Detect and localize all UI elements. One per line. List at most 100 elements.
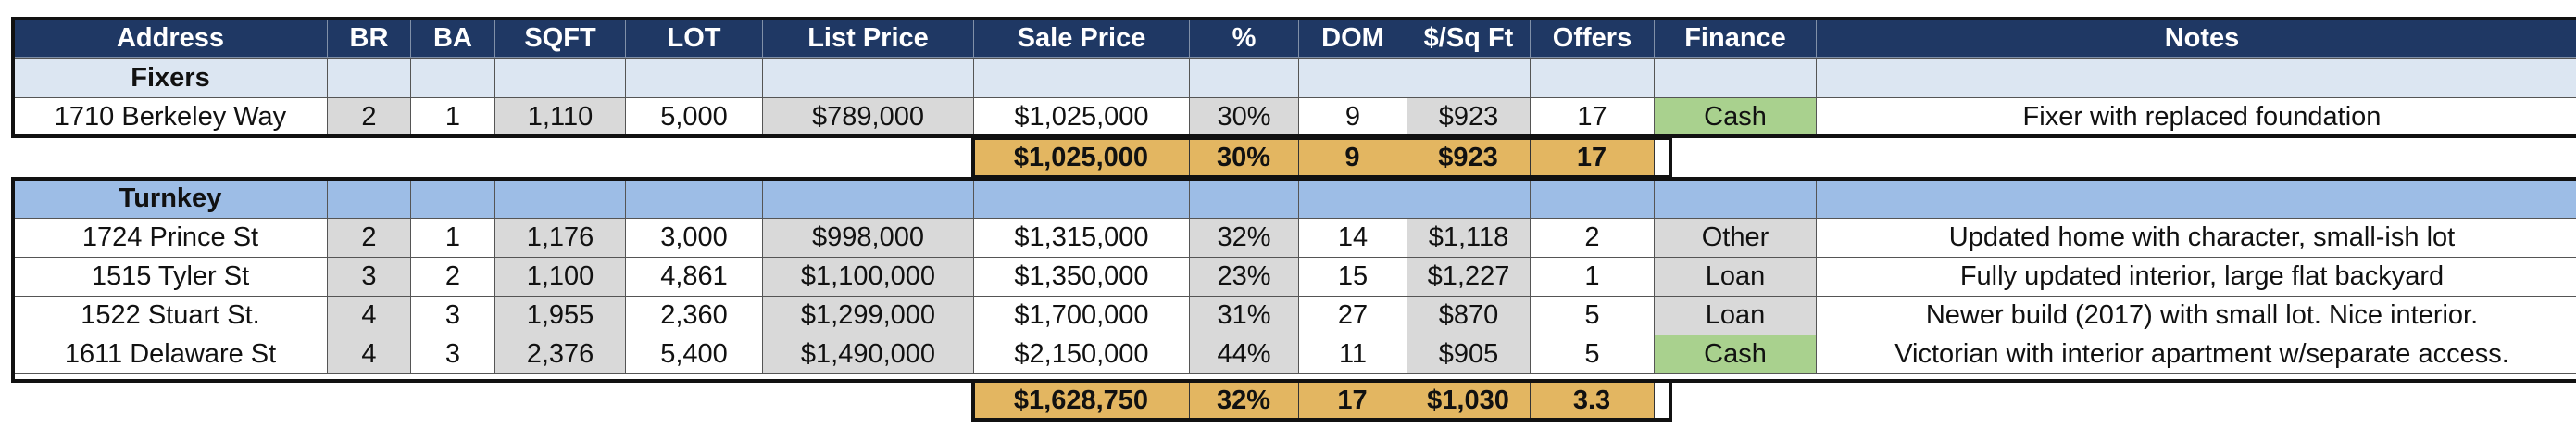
- total-percent[interactable]: 32%: [1188, 381, 1299, 421]
- cell-list-price[interactable]: $1,100,000: [762, 257, 974, 297]
- cell-lot[interactable]: 3,000: [625, 218, 763, 258]
- header-address[interactable]: Address: [13, 19, 328, 58]
- cell[interactable]: [1189, 58, 1299, 98]
- cell[interactable]: [1298, 58, 1407, 98]
- cell-finance[interactable]: Loan: [1654, 257, 1817, 297]
- cell-br[interactable]: 2: [327, 218, 411, 258]
- cell-percent[interactable]: 23%: [1189, 257, 1299, 297]
- cell[interactable]: [327, 179, 411, 219]
- cell-ba[interactable]: 1: [410, 218, 495, 258]
- cell-list-price[interactable]: $1,299,000: [762, 296, 974, 335]
- cell[interactable]: [1298, 179, 1407, 219]
- cell-lot[interactable]: 5,000: [625, 97, 763, 137]
- cell[interactable]: [410, 58, 495, 98]
- cell[interactable]: [1530, 58, 1655, 98]
- header-lot[interactable]: LOT: [625, 19, 763, 58]
- header-sale-price[interactable]: Sale Price: [973, 19, 1190, 58]
- header-br[interactable]: BR: [327, 19, 411, 58]
- cell-sale-price[interactable]: $1,700,000: [973, 296, 1190, 335]
- fixers-section-label[interactable]: Fixers: [13, 58, 328, 98]
- cell-sqft[interactable]: 1,176: [494, 218, 626, 258]
- header-notes[interactable]: Notes: [1816, 19, 2576, 58]
- cell[interactable]: [625, 179, 763, 219]
- cell[interactable]: [494, 179, 626, 219]
- header-sqft[interactable]: SQFT: [494, 19, 626, 58]
- cell-offers[interactable]: 17: [1530, 97, 1655, 137]
- total-dom[interactable]: 9: [1297, 138, 1407, 178]
- cell[interactable]: [1407, 179, 1531, 219]
- cell-sqft[interactable]: 1,955: [494, 296, 626, 335]
- cell-sale-price[interactable]: $1,025,000: [973, 97, 1190, 137]
- cell-percent[interactable]: 31%: [1189, 296, 1299, 335]
- total-offers[interactable]: 17: [1529, 138, 1655, 178]
- header-price-per-sqft[interactable]: $/Sq Ft: [1407, 19, 1531, 58]
- header-offers[interactable]: Offers: [1530, 19, 1655, 58]
- cell-address[interactable]: 1522 Stuart St.: [13, 296, 328, 335]
- cell-dom[interactable]: 11: [1298, 335, 1407, 374]
- total-sale-price[interactable]: $1,628,750: [972, 381, 1190, 421]
- cell-list-price[interactable]: $789,000: [762, 97, 974, 137]
- cell[interactable]: [1654, 58, 1817, 98]
- cell-address[interactable]: 1515 Tyler St: [13, 257, 328, 297]
- cell-ba[interactable]: 2: [410, 257, 495, 297]
- cell-address[interactable]: 1724 Prince St: [13, 218, 328, 258]
- header-dom[interactable]: DOM: [1298, 19, 1407, 58]
- cell-offers[interactable]: 5: [1530, 335, 1655, 374]
- cell-ba[interactable]: 1: [410, 97, 495, 137]
- cell-offers[interactable]: 1: [1530, 257, 1655, 297]
- header-percent[interactable]: %: [1189, 19, 1299, 58]
- turnkey-section-label[interactable]: Turnkey: [13, 179, 328, 219]
- cell-ba[interactable]: 3: [410, 296, 495, 335]
- cell-percent[interactable]: 30%: [1189, 97, 1299, 137]
- cell[interactable]: [762, 58, 974, 98]
- cell-offers[interactable]: 2: [1530, 218, 1655, 258]
- total-sale-price[interactable]: $1,025,000: [972, 138, 1190, 178]
- header-finance[interactable]: Finance: [1654, 19, 1817, 58]
- cell-notes[interactable]: Fully updated interior, large flat backy…: [1816, 257, 2576, 297]
- cell[interactable]: [410, 179, 495, 219]
- cell[interactable]: [1530, 179, 1655, 219]
- cell[interactable]: [625, 58, 763, 98]
- cell-lot[interactable]: 2,360: [625, 296, 763, 335]
- cell-notes[interactable]: Newer build (2017) with small lot. Nice …: [1816, 296, 2576, 335]
- total-price-per-sqft[interactable]: $923: [1406, 138, 1531, 178]
- cell-offers[interactable]: 5: [1530, 296, 1655, 335]
- cell[interactable]: [762, 179, 974, 219]
- cell-finance[interactable]: Other: [1654, 218, 1817, 258]
- total-price-per-sqft[interactable]: $1,030: [1406, 381, 1531, 421]
- cell[interactable]: [1816, 58, 2576, 98]
- cell-br[interactable]: 4: [327, 296, 411, 335]
- cell-sale-price[interactable]: $1,315,000: [973, 218, 1190, 258]
- cell-dom[interactable]: 15: [1298, 257, 1407, 297]
- total-percent[interactable]: 30%: [1188, 138, 1299, 178]
- cell-address[interactable]: 1611 Delaware St: [13, 335, 328, 374]
- total-offers[interactable]: 3.3: [1529, 381, 1655, 421]
- cell-lot[interactable]: 5,400: [625, 335, 763, 374]
- cell-price-per-sqft[interactable]: $923: [1407, 97, 1531, 137]
- cell-sqft[interactable]: 2,376: [494, 335, 626, 374]
- cell[interactable]: [1654, 179, 1817, 219]
- cell-dom[interactable]: 9: [1298, 97, 1407, 137]
- cell-br[interactable]: 3: [327, 257, 411, 297]
- cell[interactable]: [973, 179, 1190, 219]
- cell[interactable]: [1189, 179, 1299, 219]
- cell-price-per-sqft[interactable]: $870: [1407, 296, 1531, 335]
- cell-finance[interactable]: Cash: [1654, 335, 1817, 374]
- cell[interactable]: [973, 58, 1190, 98]
- cell-finance[interactable]: Loan: [1654, 296, 1817, 335]
- cell-percent[interactable]: 44%: [1189, 335, 1299, 374]
- cell-notes[interactable]: Victorian with interior apartment w/sepa…: [1816, 335, 2576, 374]
- cell-br[interactable]: 2: [327, 97, 411, 137]
- cell-lot[interactable]: 4,861: [625, 257, 763, 297]
- cell-dom[interactable]: 27: [1298, 296, 1407, 335]
- cell-price-per-sqft[interactable]: $1,118: [1407, 218, 1531, 258]
- cell[interactable]: [327, 58, 411, 98]
- cell-list-price[interactable]: $1,490,000: [762, 335, 974, 374]
- total-dom[interactable]: 17: [1297, 381, 1407, 421]
- cell-sqft[interactable]: 1,100: [494, 257, 626, 297]
- cell-percent[interactable]: 32%: [1189, 218, 1299, 258]
- cell-notes[interactable]: Fixer with replaced foundation: [1816, 97, 2576, 137]
- cell-list-price[interactable]: $998,000: [762, 218, 974, 258]
- cell-finance[interactable]: Cash: [1654, 97, 1817, 137]
- cell-dom[interactable]: 14: [1298, 218, 1407, 258]
